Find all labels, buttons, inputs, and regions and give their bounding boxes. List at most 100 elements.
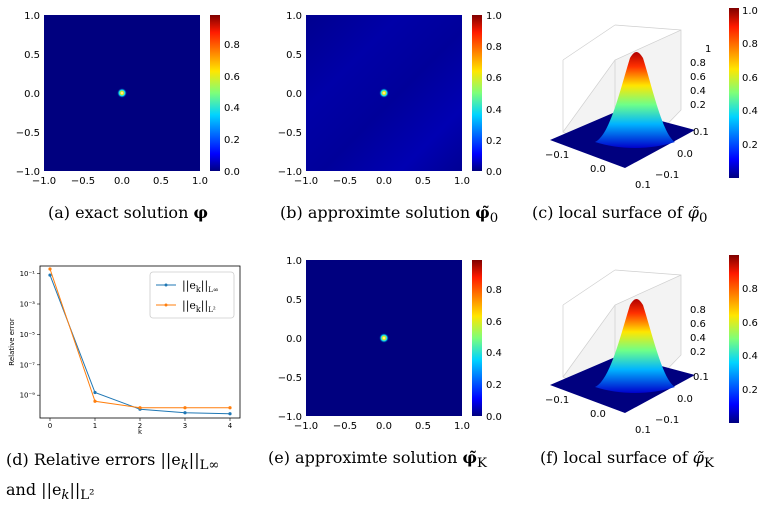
- svg-text:0.6: 0.6: [486, 73, 502, 84]
- svg-text:0.4: 0.4: [742, 106, 758, 117]
- data-point: [138, 406, 142, 410]
- heatmap-a-peak: [117, 88, 127, 98]
- x-axis-ticks: 0 1 2 3 4: [48, 418, 233, 430]
- svg-text:0.6: 0.6: [742, 73, 758, 84]
- svg-text:−1.0: −1.0: [278, 412, 302, 423]
- svg-text:0.4: 0.4: [690, 86, 706, 97]
- svg-text:0.0: 0.0: [114, 176, 130, 187]
- data-point: [228, 412, 232, 416]
- caption-d: (d) Relative errors ||ek||L∞ and ||ek||L…: [6, 450, 220, 504]
- svg-text:1.0: 1.0: [286, 256, 302, 267]
- caption-f: (f) local surface of φ̃K: [540, 448, 714, 472]
- colorbar-f: [729, 255, 739, 423]
- x-tick-label: 0: [48, 422, 52, 430]
- colorbar-a: [210, 15, 220, 171]
- heatmap-e-peak: [379, 333, 389, 343]
- svg-text:0.0: 0.0: [486, 412, 502, 423]
- chart-legend: ||ek||L∞ ||ek||L²: [149, 271, 235, 319]
- colorbar-c: [729, 8, 739, 178]
- caption-c: (c) local surface of φ̃0: [532, 203, 708, 227]
- svg-text:0.8: 0.8: [690, 305, 706, 316]
- svg-text:0.8: 0.8: [690, 58, 706, 69]
- svg-text:−0.1: −0.1: [655, 415, 679, 426]
- heatmap-a-axes: −1.0 −0.5 0.0 0.5 1.0 1.0 0.5 0.0 −0.5 −…: [16, 11, 208, 187]
- svg-text:−0.1: −0.1: [545, 395, 569, 406]
- heatmap-b-peak: [379, 88, 389, 98]
- svg-text:1.0: 1.0: [454, 421, 470, 432]
- y-tick-label: 10⁻³: [20, 301, 36, 309]
- svg-text:0.6: 0.6: [742, 318, 758, 329]
- colorbar-a-ticks: 0.8 0.6 0.4 0.2 0.0: [224, 40, 240, 178]
- y-tick-label: 10⁻⁷: [20, 361, 36, 369]
- svg-text:0.4: 0.4: [742, 351, 758, 362]
- heatmap-approx-K: −1.0 −0.5 0.0 0.5 1.0 1.0 0.5 0.0 −0.5 −…: [278, 256, 502, 432]
- heatmap-exact: −1.0 −0.5 0.0 0.5 1.0 1.0 0.5 0.0 −0.5 −…: [16, 11, 240, 187]
- caption-a: (a) exact solution φ: [48, 203, 208, 222]
- svg-text:0.6: 0.6: [690, 72, 706, 83]
- svg-text:−1.0: −1.0: [294, 176, 318, 187]
- svg-text:0.0: 0.0: [677, 394, 693, 405]
- heatmap-b-axes: −1.0 −0.5 0.0 0.5 1.0 1.0 0.5 0.0 −0.5 −…: [278, 11, 470, 187]
- svg-text:0.2: 0.2: [224, 135, 240, 146]
- x-tick-label: 2: [138, 422, 142, 430]
- svg-text:0.0: 0.0: [590, 409, 606, 420]
- svg-text:0.5: 0.5: [24, 50, 40, 61]
- svg-text:0.0: 0.0: [590, 164, 606, 175]
- colorbar-e: [472, 260, 482, 416]
- svg-text:−1.0: −1.0: [278, 167, 302, 178]
- svg-text:0.1: 0.1: [635, 425, 651, 436]
- svg-text:0.1: 0.1: [693, 372, 709, 383]
- surface-approx-K: −0.1 0.0 0.1 −0.1 0.0 0.1 0.8 0.6 0.4 0.…: [545, 255, 758, 436]
- svg-text:0.8: 0.8: [486, 42, 502, 53]
- svg-text:0.5: 0.5: [415, 421, 431, 432]
- chart-series: [48, 267, 232, 416]
- svg-text:0.0: 0.0: [376, 176, 392, 187]
- svg-text:||ek||L∞: ||ek||L∞: [182, 279, 219, 294]
- svg-text:0.1: 0.1: [693, 127, 709, 138]
- svg-text:−1.0: −1.0: [16, 167, 40, 178]
- y-tick-label: 10⁻⁵: [20, 331, 36, 339]
- svg-text:0.6: 0.6: [224, 72, 240, 83]
- svg-text:0.0: 0.0: [224, 167, 240, 178]
- surface-f-peak: [595, 299, 675, 393]
- svg-text:−0.5: −0.5: [16, 128, 40, 139]
- surface-c-peak: [595, 52, 675, 148]
- relative-error-chart: 10⁻¹ 10⁻³ 10⁻⁵ 10⁻⁷ 10⁻⁹ 0 1 2 3 4 Relative erro…: [8, 265, 241, 436]
- svg-text:||ek||L²: ||ek||L²: [182, 299, 216, 314]
- svg-text:0.8: 0.8: [742, 284, 758, 295]
- heatmap-e-axes: −1.0 −0.5 0.0 0.5 1.0 1.0 0.5 0.0 −0.5 −…: [278, 256, 470, 432]
- svg-text:−0.1: −0.1: [545, 150, 569, 161]
- colorbar-c-ticks: 1.0 0.8 0.6 0.4 0.2: [742, 6, 758, 151]
- svg-text:−0.5: −0.5: [333, 421, 357, 432]
- svg-text:0.0: 0.0: [677, 149, 693, 160]
- svg-text:0.6: 0.6: [486, 317, 502, 328]
- svg-text:−0.5: −0.5: [278, 128, 302, 139]
- svg-text:0.0: 0.0: [486, 167, 502, 178]
- y-tick-label: 10⁻⁹: [20, 392, 36, 400]
- svg-text:0.8: 0.8: [742, 39, 758, 50]
- y-axis-ticks: 10⁻¹ 10⁻³ 10⁻⁵ 10⁻⁷ 10⁻⁹: [20, 270, 40, 400]
- svg-text:−0.5: −0.5: [71, 176, 95, 187]
- data-point: [93, 399, 97, 403]
- x-tick-label: 1: [93, 422, 97, 430]
- svg-text:−0.5: −0.5: [333, 176, 357, 187]
- svg-text:0.2: 0.2: [486, 380, 502, 391]
- svg-text:0.4: 0.4: [690, 333, 706, 344]
- svg-text:1: 1: [705, 44, 711, 55]
- y-tick-label: 10⁻¹: [20, 270, 36, 278]
- svg-text:−1.0: −1.0: [294, 421, 318, 432]
- svg-text:0.8: 0.8: [486, 285, 502, 296]
- svg-text:−0.5: −0.5: [278, 373, 302, 384]
- svg-text:0.5: 0.5: [415, 176, 431, 187]
- svg-text:0.0: 0.0: [24, 89, 40, 100]
- surface-approx-0: −0.1 0.0 0.1 −0.1 0.0 0.1 1 0.8 0.6 0.4 …: [545, 6, 758, 191]
- data-point: [48, 273, 52, 277]
- x-axis-label: k: [138, 428, 143, 436]
- svg-text:0.0: 0.0: [286, 334, 302, 345]
- svg-text:0.5: 0.5: [286, 50, 302, 61]
- data-point: [183, 411, 187, 415]
- caption-b: (b) approximte solution φ̃0: [280, 203, 499, 227]
- svg-text:0.0: 0.0: [376, 421, 392, 432]
- caption-e: (e) approximte solution φ̃K: [268, 448, 487, 472]
- y-axis-label: Relative error: [8, 318, 16, 366]
